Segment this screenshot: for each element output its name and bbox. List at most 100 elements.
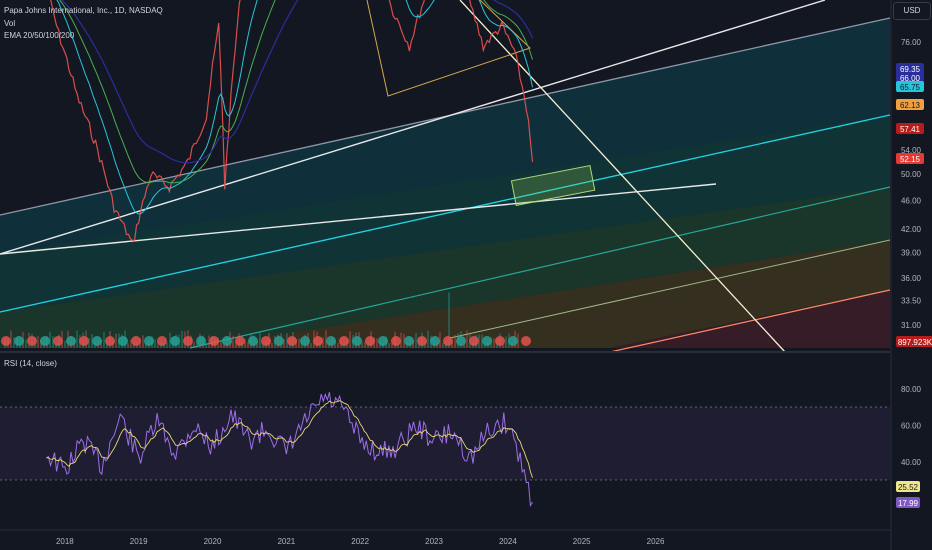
earnings-marker[interactable]	[469, 336, 479, 346]
rsi-tick-label: 60.00	[901, 422, 922, 431]
price-label-badge	[896, 153, 924, 164]
volume-bar	[448, 292, 450, 348]
earnings-marker[interactable]	[40, 336, 50, 346]
earnings-marker[interactable]	[183, 336, 193, 346]
volume-bar	[427, 330, 429, 348]
rsi-value-text: 25.52	[898, 483, 919, 492]
channel-line-lower1[interactable]	[189, 186, 891, 349]
earnings-marker[interactable]	[144, 336, 154, 346]
earnings-marker[interactable]	[235, 336, 245, 346]
volume-bar	[205, 342, 207, 348]
trendline-descending[interactable]	[459, 0, 786, 353]
earnings-marker[interactable]	[287, 336, 297, 346]
volume-bar	[415, 332, 417, 348]
time-tick-label: 2023	[425, 537, 443, 546]
price-tick-label: 46.00	[901, 196, 922, 205]
earnings-marker[interactable]	[430, 336, 440, 346]
volume-bar	[235, 342, 237, 348]
earnings-marker[interactable]	[27, 336, 37, 346]
currency-button[interactable]: USD	[893, 2, 931, 20]
earnings-marker[interactable]	[157, 336, 167, 346]
price-label-text: 66.00	[900, 74, 921, 83]
volume-bar	[103, 332, 105, 348]
volume-bar	[181, 330, 183, 348]
channel-line-lower2[interactable]	[449, 239, 891, 339]
volume-bar	[64, 340, 66, 348]
volume-bar	[412, 340, 414, 348]
earnings-marker[interactable]	[105, 336, 115, 346]
volume-bar	[232, 335, 234, 348]
earnings-marker[interactable]	[495, 336, 505, 346]
earnings-marker[interactable]	[443, 336, 453, 346]
earnings-marker[interactable]	[391, 336, 401, 346]
trendline-white-long[interactable]	[0, 0, 826, 255]
earnings-marker[interactable]	[456, 336, 466, 346]
price-tick-label: 54.00	[901, 146, 922, 155]
target-zone-box[interactable]	[510, 165, 596, 206]
earnings-marker[interactable]	[417, 336, 427, 346]
earnings-marker[interactable]	[300, 336, 310, 346]
volume-bar	[88, 337, 90, 348]
earnings-marker[interactable]	[92, 336, 102, 346]
earnings-marker[interactable]	[248, 336, 258, 346]
rsi-value-badge	[896, 497, 920, 508]
volume-bar	[247, 342, 249, 348]
earnings-marker[interactable]	[170, 336, 180, 346]
earnings-marker[interactable]	[326, 336, 336, 346]
volume-bar	[244, 338, 246, 348]
volume-bar	[208, 335, 210, 348]
earnings-marker[interactable]	[378, 336, 388, 346]
earnings-markers[interactable]	[1, 336, 531, 346]
wedge-pattern[interactable]	[366, 0, 531, 97]
earnings-marker[interactable]	[1, 336, 11, 346]
trendline-white-short[interactable]	[0, 183, 717, 255]
volume-bar	[220, 340, 222, 348]
channel-band-3	[0, 187, 890, 348]
earnings-marker[interactable]	[79, 336, 89, 346]
earnings-marker[interactable]	[274, 336, 284, 346]
earnings-marker[interactable]	[53, 336, 63, 346]
earnings-marker[interactable]	[339, 336, 349, 346]
channel-line-lower3[interactable]	[609, 289, 891, 353]
earnings-marker[interactable]	[352, 336, 362, 346]
earnings-marker[interactable]	[365, 336, 375, 346]
volume-bar	[442, 342, 444, 348]
rsi-legend[interactable]: RSI (14, close)	[4, 359, 57, 368]
price-label-badge	[896, 72, 924, 83]
earnings-marker[interactable]	[508, 336, 518, 346]
volume-legend[interactable]: Vol	[4, 19, 16, 28]
earnings-marker[interactable]	[222, 336, 232, 346]
volume-bar	[325, 330, 327, 348]
earnings-marker[interactable]	[261, 336, 271, 346]
rsi-value-badge	[896, 481, 920, 492]
volume-bar	[298, 338, 300, 348]
rsi-tick-label: 40.00	[901, 458, 922, 467]
time-tick-label: 2026	[647, 537, 665, 546]
price-pane[interactable]	[0, 0, 891, 353]
earnings-marker[interactable]	[14, 336, 24, 346]
volume-bar	[271, 342, 273, 348]
earnings-marker[interactable]	[209, 336, 219, 346]
price-tick-label: 76.00	[901, 38, 922, 47]
earnings-marker[interactable]	[482, 336, 492, 346]
earnings-marker[interactable]	[66, 336, 76, 346]
volume-bar	[310, 343, 312, 348]
earnings-marker[interactable]	[521, 336, 531, 346]
rsi-pane[interactable]	[0, 392, 890, 508]
channel-line-mid[interactable]	[0, 114, 891, 313]
price-tick-label: 33.50	[901, 297, 922, 306]
channel-band-5	[610, 290, 890, 348]
earnings-marker[interactable]	[118, 336, 128, 346]
earnings-marker[interactable]	[131, 336, 141, 346]
earnings-marker[interactable]	[313, 336, 323, 346]
time-tick-label: 2024	[499, 537, 517, 546]
earnings-marker[interactable]	[404, 336, 414, 346]
ema-legend[interactable]: EMA 20/50/100/200	[4, 31, 75, 40]
volume-bar	[76, 330, 78, 348]
volume-bar	[127, 343, 129, 348]
volume-bar	[55, 343, 57, 348]
symbol-title[interactable]: Papa Johns International, Inc., 1D, NASD…	[4, 6, 163, 15]
price-label-badge	[896, 336, 932, 347]
earnings-marker[interactable]	[196, 336, 206, 346]
